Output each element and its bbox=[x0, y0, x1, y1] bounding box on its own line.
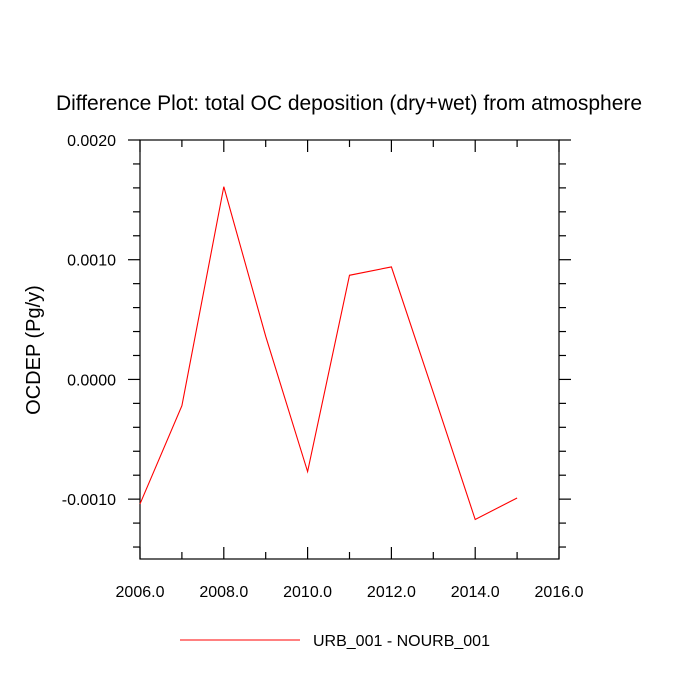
series-line bbox=[139, 186, 518, 521]
plot-frame bbox=[139, 139, 560, 560]
y-tick-label: 0.0020 bbox=[67, 133, 116, 150]
y-tick-label: -0.0010 bbox=[62, 492, 116, 509]
axis-ticks bbox=[128, 139, 571, 559]
x-tick-label: 2006.0 bbox=[116, 584, 165, 601]
chart-title: Difference Plot: total OC deposition (dr… bbox=[56, 92, 642, 115]
x-tick-label: 2012.0 bbox=[367, 584, 416, 601]
axis-tick-labels: 2006.0 2008.0 2010.0 2012.0 2014.0 2016.0 -0.0… bbox=[62, 133, 584, 601]
series-layer bbox=[139, 186, 518, 521]
y-axis-label: OCDEP (Pg/y) bbox=[23, 285, 45, 415]
y-tick-label: 0.0000 bbox=[67, 372, 116, 389]
x-tick-label: 2016.0 bbox=[535, 584, 584, 601]
x-tick-label: 2008.0 bbox=[199, 584, 248, 601]
x-tick-label: 2014.0 bbox=[451, 584, 500, 601]
legend: URB_001 - NOURB_001 bbox=[180, 633, 490, 650]
legend-label: URB_001 - NOURB_001 bbox=[313, 633, 490, 650]
x-tick-label: 2010.0 bbox=[283, 584, 332, 601]
y-tick-label: 0.0010 bbox=[67, 253, 116, 270]
